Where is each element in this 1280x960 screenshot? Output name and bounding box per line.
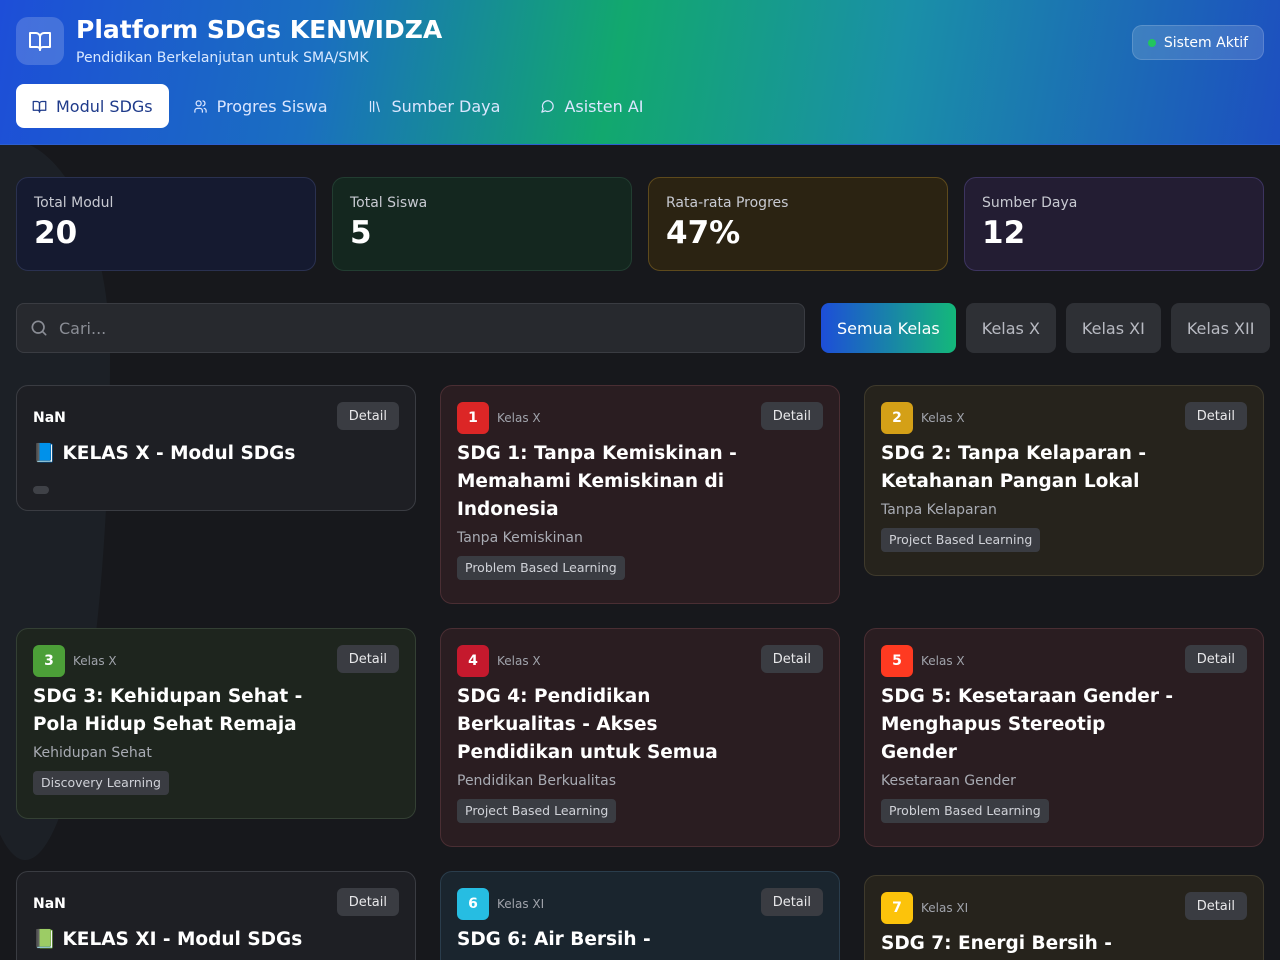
card-kelas: Kelas X: [73, 654, 117, 668]
method-tag: Problem Based Learning: [881, 799, 1049, 823]
sdg-number-badge: 5: [881, 645, 913, 677]
sdg-number-badge: 7: [881, 892, 913, 924]
detail-button[interactable]: Detail: [760, 402, 823, 430]
filter-kelas-xi[interactable]: Kelas XI: [1065, 303, 1161, 353]
tab-label: Sumber Daya: [391, 96, 501, 116]
card-kelas: Kelas X: [921, 654, 965, 668]
filter-kelas-xii[interactable]: Kelas XII: [1170, 303, 1271, 353]
sdg-number-badge: 2: [881, 402, 913, 434]
method-tag: Project Based Learning: [881, 528, 1041, 552]
method-tag: Project Based Learning: [457, 799, 617, 823]
sdg-number-badge: 1: [457, 402, 489, 434]
system-status-badge: Sistem Aktif: [1132, 25, 1264, 60]
app-subtitle: Pendidikan Berkelanjutan untuk SMA/SMK: [76, 50, 369, 66]
module-card-sdg-4[interactable]: 4 Kelas X Detail SDG 4: Pendidikan Berku…: [440, 628, 840, 847]
card-title: SDG 2: Tanpa Kelaparan - Ketahanan Panga…: [881, 443, 1147, 492]
stat-rata-rata-progres: Rata-rata Progres 47%: [648, 177, 948, 271]
class-filter-group: Semua Kelas Kelas X Kelas XI Kelas XII: [821, 303, 1271, 353]
stat-total-siswa: Total Siswa 5: [332, 177, 632, 271]
sdg-number-badge: 6: [457, 888, 489, 920]
stats-row: Total Modul 20 Total Siswa 5 Rata-rata P…: [16, 177, 1264, 271]
detail-button[interactable]: Detail: [760, 645, 823, 673]
app-title: Platform SDGs KENWIDZA: [76, 15, 443, 44]
tab-label: Asisten AI: [564, 96, 644, 116]
stat-value: 12: [982, 215, 1026, 251]
stat-sumber-daya: Sumber Daya 12: [964, 177, 1264, 271]
module-card-sdg-5[interactable]: 5 Kelas X Detail SDG 5: Kesetaraan Gende…: [864, 628, 1264, 847]
card-title: SDG 1: Tanpa Kemiskinan - Memahami Kemis…: [457, 443, 737, 520]
card-title: SDG 4: Pendidikan Berkualitas - Akses Pe…: [457, 686, 718, 763]
detail-button[interactable]: Detail: [336, 402, 399, 430]
card-kelas: Kelas X: [497, 654, 541, 668]
card-title: SDG 3: Kehidupan Sehat - Pola Hidup Seha…: [33, 686, 303, 735]
filter-kelas-x[interactable]: Kelas X: [965, 303, 1056, 353]
stat-total-modul: Total Modul 20: [16, 177, 316, 271]
detail-button[interactable]: Detail: [336, 888, 399, 916]
section-card-kelas-xi[interactable]: NaN Detail 📗 KELAS XI - Modul SDGs: [16, 871, 416, 960]
tab-progres-siswa[interactable]: Progres Siswa: [177, 84, 344, 128]
method-tag: Problem Based Learning: [457, 556, 625, 580]
book-icon: [32, 100, 47, 113]
card-title: SDG 5: Kesetaraan Gender - Menghapus Ste…: [881, 686, 1174, 763]
card-title: 📗 KELAS XI - Modul SDGs: [33, 929, 303, 950]
card-subtitle: Tanpa Kemiskinan: [457, 530, 583, 546]
status-dot-icon: [1147, 38, 1156, 47]
stat-label: Total Siswa: [350, 195, 428, 211]
card-kelas: Kelas X: [921, 411, 965, 425]
search-box: [16, 303, 805, 353]
library-icon: [369, 100, 380, 112]
detail-button[interactable]: Detail: [760, 888, 823, 916]
progress-pill: [33, 486, 49, 494]
tab-modul-sdgs[interactable]: Modul SDGs: [16, 84, 169, 128]
detail-button[interactable]: Detail: [1184, 892, 1247, 920]
detail-button[interactable]: Detail: [336, 645, 399, 673]
stat-label: Sumber Daya: [982, 195, 1078, 211]
stat-value: 5: [350, 215, 372, 251]
module-card-sdg-7[interactable]: 7 Kelas XI Detail SDG 7: Energi Bersih -: [864, 875, 1264, 960]
status-label: Sistem Aktif: [1163, 34, 1249, 51]
card-kelas: Kelas XI: [921, 901, 969, 915]
module-card-sdg-6[interactable]: 6 Kelas XI Detail SDG 6: Air Bersih -: [440, 871, 840, 960]
card-badge-text: NaN: [33, 896, 66, 912]
filter-semua-kelas[interactable]: Semua Kelas: [821, 303, 956, 353]
module-card-sdg-2[interactable]: 2 Kelas X Detail SDG 2: Tanpa Kelaparan …: [864, 385, 1264, 576]
search-icon: [31, 320, 47, 336]
stat-label: Rata-rata Progres: [666, 195, 789, 211]
sdg-number-badge: 4: [457, 645, 489, 677]
method-tag: Discovery Learning: [33, 771, 169, 795]
card-subtitle: Kehidupan Sehat: [33, 745, 152, 761]
main-nav: Modul SDGs Progres Siswa Sumber Daya Asi…: [16, 84, 668, 128]
card-kelas: Kelas X: [497, 411, 541, 425]
chat-icon: [541, 99, 555, 113]
section-card-kelas-x[interactable]: NaN Detail 📘 KELAS X - Modul SDGs: [16, 385, 416, 511]
tab-asisten-ai[interactable]: Asisten AI: [524, 84, 659, 128]
card-title: SDG 7: Energi Bersih -: [881, 933, 1112, 954]
card-subtitle: Tanpa Kelaparan: [881, 502, 997, 518]
detail-button[interactable]: Detail: [1184, 645, 1247, 673]
card-title: SDG 6: Air Bersih -: [457, 929, 651, 950]
card-kelas: Kelas XI: [497, 897, 545, 911]
stat-label: Total Modul: [34, 195, 114, 211]
card-title: 📘 KELAS X - Modul SDGs: [33, 443, 296, 464]
tab-label: Progres Siswa: [216, 96, 328, 116]
stat-value: 47%: [666, 215, 741, 251]
users-icon: [193, 99, 207, 113]
tab-sumber-daya[interactable]: Sumber Daya: [352, 84, 517, 128]
card-badge-text: NaN: [33, 410, 66, 426]
sdg-number-badge: 3: [33, 645, 65, 677]
book-logo-icon: [16, 17, 64, 65]
stat-value: 20: [34, 215, 78, 251]
card-subtitle: Kesetaraan Gender: [881, 773, 1016, 789]
module-card-sdg-3[interactable]: 3 Kelas X Detail SDG 3: Kehidupan Sehat …: [16, 628, 416, 819]
card-subtitle: Pendidikan Berkualitas: [457, 773, 616, 789]
app-header: Platform SDGs KENWIDZA Pendidikan Berkel…: [0, 0, 1280, 145]
detail-button[interactable]: Detail: [1184, 402, 1247, 430]
module-card-sdg-1[interactable]: 1 Kelas X Detail SDG 1: Tanpa Kemiskinan…: [440, 385, 840, 604]
tab-label: Modul SDGs: [56, 96, 153, 116]
search-input[interactable]: [59, 318, 759, 338]
